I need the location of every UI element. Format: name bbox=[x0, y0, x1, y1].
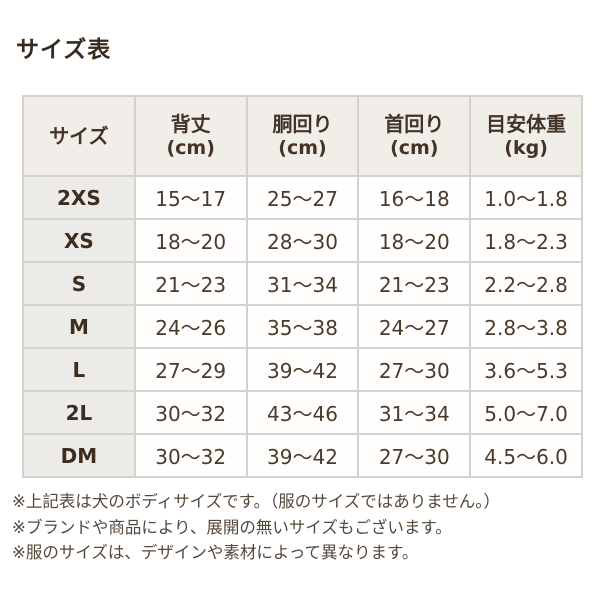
header-weight-unit: (kg) bbox=[504, 136, 548, 159]
back-length-cell: 30〜32 bbox=[133, 390, 248, 435]
footnote-body-size: ※上記表は犬のボディサイズです。（服のサイズではありません。） bbox=[12, 492, 501, 511]
size-cell: L bbox=[22, 347, 136, 392]
neck-cell: 27〜30 bbox=[357, 433, 472, 478]
header-size: サイズ bbox=[22, 95, 136, 177]
size-cell: 2L bbox=[22, 390, 136, 435]
neck-cell: 18〜20 bbox=[357, 218, 472, 263]
size-cell: M bbox=[22, 304, 136, 349]
girth-cell: 39〜42 bbox=[245, 433, 360, 478]
size-table: サイズ 背丈 (cm) 胴回り (cm) 首回り (cm) 目安体重 (kg) bbox=[22, 95, 583, 478]
girth-cell: 35〜38 bbox=[245, 304, 360, 349]
header-back-length-label: 背丈 bbox=[170, 111, 211, 136]
header-girth-unit: (cm) bbox=[278, 136, 327, 159]
header-girth: 胴回り (cm) bbox=[245, 95, 360, 177]
header-neck-unit: (cm) bbox=[390, 136, 439, 159]
table-row: L 27〜29 39〜42 27〜30 3.6〜5.3 bbox=[22, 347, 583, 392]
girth-cell: 25〜27 bbox=[245, 175, 360, 220]
weight-cell: 2.8〜3.8 bbox=[469, 304, 583, 349]
header-neck-label: 首回り bbox=[384, 111, 445, 136]
size-cell: S bbox=[22, 261, 136, 306]
header-back-length-unit: (cm) bbox=[166, 136, 215, 159]
table-row: 2L 30〜32 43〜46 31〜34 5.0〜7.0 bbox=[22, 390, 583, 435]
footnote-garment-size: ※服のサイズは、デザインや素材によって異なります。 bbox=[12, 543, 419, 563]
size-cell: XS bbox=[22, 218, 136, 263]
weight-cell: 5.0〜7.0 bbox=[469, 390, 583, 435]
weight-cell: 3.6〜5.3 bbox=[469, 347, 583, 392]
back-length-cell: 30〜32 bbox=[133, 433, 248, 478]
footnotes: ※上記表は犬のボディサイズです。（服のサイズではありません。） ※ブランドや商品… bbox=[12, 489, 600, 566]
back-length-cell: 15〜17 bbox=[133, 175, 248, 220]
neck-cell: 21〜23 bbox=[357, 261, 472, 306]
weight-cell: 2.2〜2.8 bbox=[469, 261, 583, 306]
header-size-label: サイズ bbox=[49, 123, 109, 148]
weight-cell: 1.0〜1.8 bbox=[469, 175, 583, 220]
table-row: S 21〜23 31〜34 21〜23 2.2〜2.8 bbox=[22, 261, 583, 306]
table-row: M 24〜26 35〜38 24〜27 2.8〜3.8 bbox=[22, 304, 583, 349]
table-header-row: サイズ 背丈 (cm) 胴回り (cm) 首回り (cm) 目安体重 (kg) bbox=[22, 95, 583, 177]
header-weight: 目安体重 (kg) bbox=[469, 95, 583, 177]
neck-cell: 27〜30 bbox=[357, 347, 472, 392]
back-length-cell: 27〜29 bbox=[133, 347, 248, 392]
weight-cell: 1.8〜2.3 bbox=[469, 218, 583, 263]
header-back-length: 背丈 (cm) bbox=[133, 95, 248, 177]
header-weight-label: 目安体重 bbox=[486, 111, 567, 136]
girth-cell: 43〜46 bbox=[245, 390, 360, 435]
size-cell: 2XS bbox=[22, 175, 136, 220]
neck-cell: 31〜34 bbox=[357, 390, 472, 435]
girth-cell: 31〜34 bbox=[245, 261, 360, 306]
footnote-availability: ※ブランドや商品により、展開の無いサイズもございます。 bbox=[12, 517, 452, 537]
weight-cell: 4.5〜6.0 bbox=[469, 433, 583, 478]
girth-cell: 28〜30 bbox=[245, 218, 360, 263]
header-girth-label: 胴回り bbox=[272, 111, 333, 136]
size-cell: DM bbox=[22, 433, 136, 478]
table-row: XS 18〜20 28〜30 18〜20 1.8〜2.3 bbox=[22, 218, 583, 263]
back-length-cell: 24〜26 bbox=[133, 304, 248, 349]
header-neck: 首回り (cm) bbox=[357, 95, 472, 177]
girth-cell: 39〜42 bbox=[245, 347, 360, 392]
table-row: DM 30〜32 39〜42 27〜30 4.5〜6.0 bbox=[22, 433, 583, 478]
neck-cell: 16〜18 bbox=[357, 175, 472, 220]
page-title: サイズ表 bbox=[16, 37, 112, 63]
back-length-cell: 21〜23 bbox=[133, 261, 248, 306]
table-row: 2XS 15〜17 25〜27 16〜18 1.0〜1.8 bbox=[22, 175, 583, 220]
neck-cell: 24〜27 bbox=[357, 304, 472, 349]
back-length-cell: 18〜20 bbox=[133, 218, 248, 263]
